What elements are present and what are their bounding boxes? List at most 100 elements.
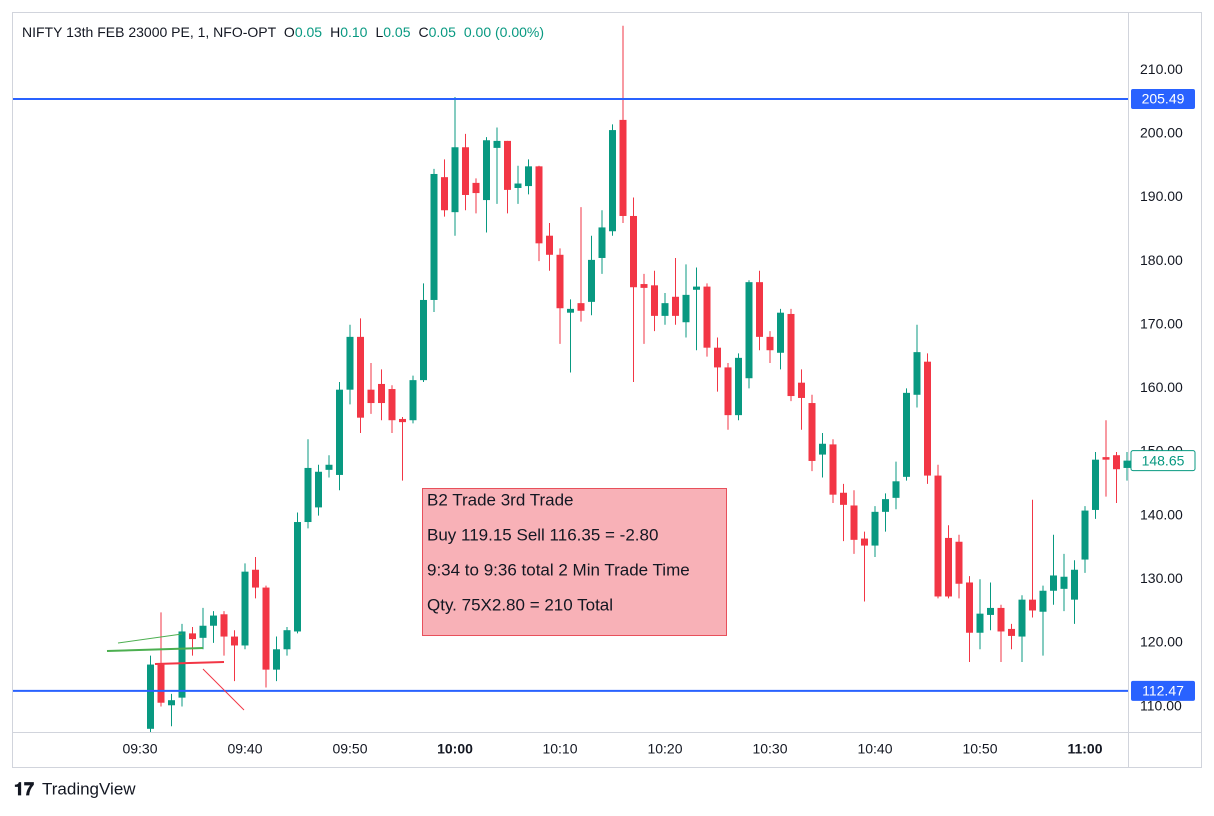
- candle-body: [850, 505, 858, 540]
- y-tick-label: 200.00: [1140, 125, 1183, 141]
- y-tick-label: 170.00: [1140, 315, 1183, 331]
- ohlc-value: 0.05: [383, 24, 410, 40]
- candle-body: [735, 357, 742, 416]
- candle-body: [241, 571, 249, 646]
- x-tick-label: 10:50: [962, 741, 997, 757]
- candle-body: [640, 284, 648, 288]
- candle-body: [966, 582, 973, 633]
- ohlc-value: 0.05: [295, 24, 322, 40]
- candle-body: [745, 282, 753, 379]
- candle-body: [913, 352, 921, 395]
- candle-body: [714, 347, 721, 368]
- y-tick-label: 190.00: [1140, 188, 1183, 204]
- candle-body: [987, 607, 994, 615]
- change: 0.00 (0.00%): [464, 24, 544, 40]
- candle-body: [157, 664, 165, 703]
- price-tag: [1131, 88, 1195, 109]
- candle-body: [346, 336, 354, 390]
- y-tick-label: 160.00: [1140, 379, 1183, 395]
- candle-body: [1081, 510, 1089, 560]
- candle-body: [672, 296, 679, 316]
- legend: NIFTY 13th FEB 23000 PE, 1, NFO-OPT O0.05…: [22, 24, 544, 40]
- plot-area: [13, 25, 1131, 732]
- candle-body: [493, 140, 501, 148]
- candle-body: [798, 382, 805, 398]
- candle-body: [1029, 599, 1036, 611]
- symbol: NIFTY 13th FEB 23000 PE, 1, NFO-OPT: [22, 24, 277, 40]
- candle-body: [1113, 455, 1120, 470]
- annotation-line: Buy 119.15 Sell 116.35 = -2.80: [427, 525, 658, 544]
- candle-body: [598, 227, 606, 258]
- candle-body: [588, 259, 595, 302]
- x-tick-label: 10:30: [752, 741, 787, 757]
- candle-body: [1018, 599, 1026, 637]
- candle-body: [399, 418, 406, 423]
- last-price-label: 148.65: [1142, 452, 1185, 468]
- y-tick-label: 130.00: [1140, 570, 1183, 586]
- x-tick-label: 10:00: [437, 741, 473, 757]
- candle-body: [294, 522, 301, 632]
- candle-body: [283, 630, 291, 650]
- candle-body: [388, 389, 396, 421]
- candle-body: [1071, 569, 1078, 600]
- candle-body: [441, 177, 448, 211]
- drawn-arrow: [117, 633, 183, 644]
- candle-body: [556, 254, 564, 309]
- candle-body: [1092, 459, 1099, 510]
- candle-body: [472, 182, 480, 194]
- candle-body: [252, 569, 259, 588]
- drawn-line: [106, 647, 204, 652]
- x-tick-label: 10:40: [857, 741, 892, 757]
- candle-body: [787, 313, 795, 397]
- candle-body: [756, 282, 763, 337]
- ohlc-value: 0.10: [340, 24, 367, 40]
- x-tick-label: 09:40: [227, 741, 262, 757]
- candle-body: [199, 625, 207, 638]
- ohlc-value: 0.05: [429, 24, 456, 40]
- candle-body: [535, 166, 543, 244]
- ohlc-key: O: [284, 24, 295, 40]
- candle-body: [840, 492, 847, 505]
- candle-body: [1039, 590, 1047, 612]
- candle-body: [420, 299, 427, 381]
- candle-body: [304, 467, 312, 523]
- candle-body: [955, 541, 963, 584]
- annotation-line: 9:34 to 9:36 total 2 Min Trade Time: [427, 560, 690, 579]
- y-tick-label: 140.00: [1140, 506, 1183, 522]
- candle-body: [682, 294, 690, 323]
- candle-body: [903, 392, 910, 477]
- ohlc-key: H: [330, 24, 340, 40]
- chart-frame: [12, 12, 1202, 768]
- y-tick-label: 180.00: [1140, 252, 1183, 268]
- candle-body: [661, 303, 669, 316]
- last-price-tag: [1130, 450, 1196, 472]
- logo-mark: 𝟏𝟕: [14, 779, 34, 799]
- candle-body: [315, 471, 322, 508]
- candle-body: [210, 615, 217, 626]
- candle-body: [651, 285, 658, 316]
- price-tag-label: 112.47: [1142, 683, 1184, 699]
- candle-body: [220, 614, 228, 637]
- candle-body: [819, 443, 826, 455]
- candle-body: [934, 475, 942, 597]
- candle-body: [1050, 575, 1057, 591]
- candle-body: [178, 631, 186, 698]
- x-tick-label: 09:50: [332, 741, 367, 757]
- candle-body: [451, 147, 459, 213]
- candle-body: [997, 607, 1005, 632]
- candle-body: [924, 361, 931, 476]
- candle-body: [147, 664, 154, 729]
- candle-body: [409, 380, 417, 421]
- candle-body: [829, 444, 837, 495]
- candle-body: [504, 140, 511, 190]
- candle-body: [262, 587, 270, 670]
- candle-body: [871, 511, 879, 546]
- branding: 𝟏𝟕 TradingView: [14, 779, 136, 799]
- candle-body: [703, 286, 711, 348]
- drawn-arrow: [202, 668, 245, 711]
- candle-body: [378, 383, 385, 404]
- drawn-line: [154, 661, 225, 665]
- annotation-line: B2 Trade 3rd Trade: [427, 490, 573, 509]
- candle-body: [1102, 457, 1110, 460]
